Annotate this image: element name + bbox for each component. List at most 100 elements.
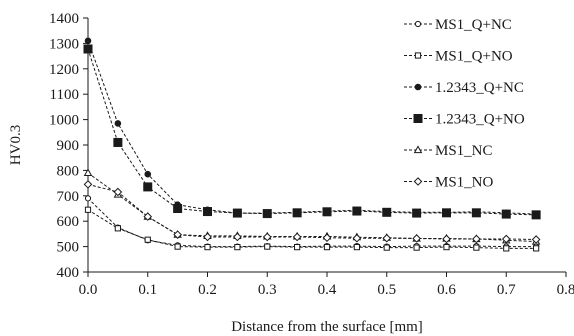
x-tick-label: 0.2: [198, 282, 217, 298]
x-tick-label: 0.1: [138, 282, 157, 298]
legend-item: MS1_NO: [404, 175, 494, 191]
data-point: [264, 243, 271, 250]
legend-item: MS1_Q+NO: [404, 49, 513, 65]
data-point: [323, 244, 331, 251]
legend-marker: [414, 52, 422, 59]
data-point: [204, 244, 211, 251]
y-tick-label: 800: [57, 163, 80, 179]
data-point: [84, 37, 92, 45]
data-point: [203, 232, 212, 242]
legend-marker: [414, 20, 422, 28]
data-point: [442, 208, 451, 218]
legend-marker: [413, 145, 423, 154]
legend-marker: [414, 83, 422, 91]
legend-item: 1.2343_Q+NO: [404, 112, 525, 128]
data-point: [383, 244, 390, 251]
data-point: [501, 209, 511, 219]
data-point: [83, 44, 93, 54]
data-point: [173, 204, 183, 213]
legend: MS1_Q+NC MS1_Q+NO 1.2343_Q+NC 1.2343_Q+NO MS…: [404, 17, 525, 191]
data-point: [84, 206, 92, 213]
legend-marker: [413, 177, 423, 186]
data-point: [262, 232, 272, 242]
data-point: [322, 233, 332, 243]
x-tick-label: 0.6: [437, 282, 456, 298]
data-point: [382, 233, 392, 243]
legend-item: 1.2343_Q+NC: [404, 80, 524, 96]
y-tick-label: 900: [57, 138, 80, 154]
y-tick-label: 700: [57, 189, 80, 205]
data-point: [412, 208, 422, 218]
legend-label: MS1_Q+NO: [435, 49, 513, 65]
data-point: [174, 243, 181, 250]
data-point: [322, 207, 332, 217]
y-tick-label: 1100: [50, 87, 79, 103]
x-tick-label: 0.8: [557, 282, 574, 298]
data-point: [292, 208, 302, 218]
data-point: [203, 207, 212, 217]
data-point: [83, 180, 93, 189]
data-point: [503, 245, 510, 252]
data-point: [114, 225, 121, 232]
data-point: [413, 244, 420, 251]
data-point: [144, 170, 152, 178]
x-tick-label: 0.7: [497, 282, 516, 298]
data-point: [83, 168, 93, 177]
y-tick-label: 600: [57, 214, 80, 230]
series-MS1_Q+NO: [84, 206, 540, 252]
legend-item: MS1_NC: [404, 143, 493, 159]
legend-label: MS1_NO: [435, 175, 494, 191]
data-point: [144, 236, 151, 243]
series-line: [87, 183, 537, 240]
data-point: [173, 230, 182, 239]
y-tick-label: 1000: [49, 113, 79, 129]
series-group: [83, 37, 541, 252]
legend-label: 1.2343_Q+NC: [435, 80, 524, 96]
x-axis-title: Distance from the surface [mm]: [231, 319, 423, 335]
x-tick-label: 0.4: [318, 282, 337, 298]
data-point: [442, 234, 451, 244]
series-line: [87, 209, 537, 249]
data-point: [443, 244, 450, 251]
y-axis: 400 500 600 700 800 900 1000 1100 1200 1300 1400: [49, 11, 89, 281]
data-point: [472, 234, 481, 244]
data-point: [531, 235, 541, 244]
legend-marker: [413, 114, 423, 123]
x-tick-label: 0.3: [258, 282, 277, 298]
legend-label: MS1_Q+NC: [435, 17, 512, 33]
data-point: [382, 207, 392, 217]
data-point: [471, 208, 481, 218]
data-point: [294, 244, 301, 251]
data-point: [412, 234, 421, 243]
series-line: [87, 48, 537, 216]
data-point: [353, 244, 360, 251]
data-point: [533, 245, 540, 252]
data-point: [234, 244, 241, 251]
legend-item: MS1_Q+NC: [404, 17, 512, 33]
data-point: [143, 182, 153, 192]
legend-label: MS1_NC: [435, 143, 493, 159]
data-point: [84, 195, 92, 202]
data-point: [143, 212, 153, 221]
data-point: [113, 187, 123, 197]
y-tick-label: 1300: [49, 36, 79, 52]
data-point: [501, 234, 511, 244]
y-tick-label: 500: [57, 240, 80, 256]
legend-label: 1.2343_Q+NO: [435, 112, 525, 128]
data-point: [232, 208, 242, 218]
data-point: [114, 120, 122, 127]
series-MS1_NO: [83, 180, 541, 244]
data-point: [531, 210, 541, 220]
series-1.2343_Q+NO: [83, 44, 541, 220]
x-tick-label: 0.0: [79, 282, 98, 298]
y-tick-label: 1400: [49, 11, 79, 27]
y-tick-label: 400: [57, 265, 80, 281]
data-point: [262, 209, 272, 219]
x-axis: 0.0 0.1 0.2 0.3 0.4 0.5 0.6 0.7 0.8: [79, 271, 574, 298]
data-point: [473, 244, 480, 251]
data-point: [292, 232, 302, 242]
data-point: [352, 206, 362, 216]
x-tick-label: 0.5: [377, 282, 396, 298]
y-tick-label: 1200: [49, 62, 79, 78]
